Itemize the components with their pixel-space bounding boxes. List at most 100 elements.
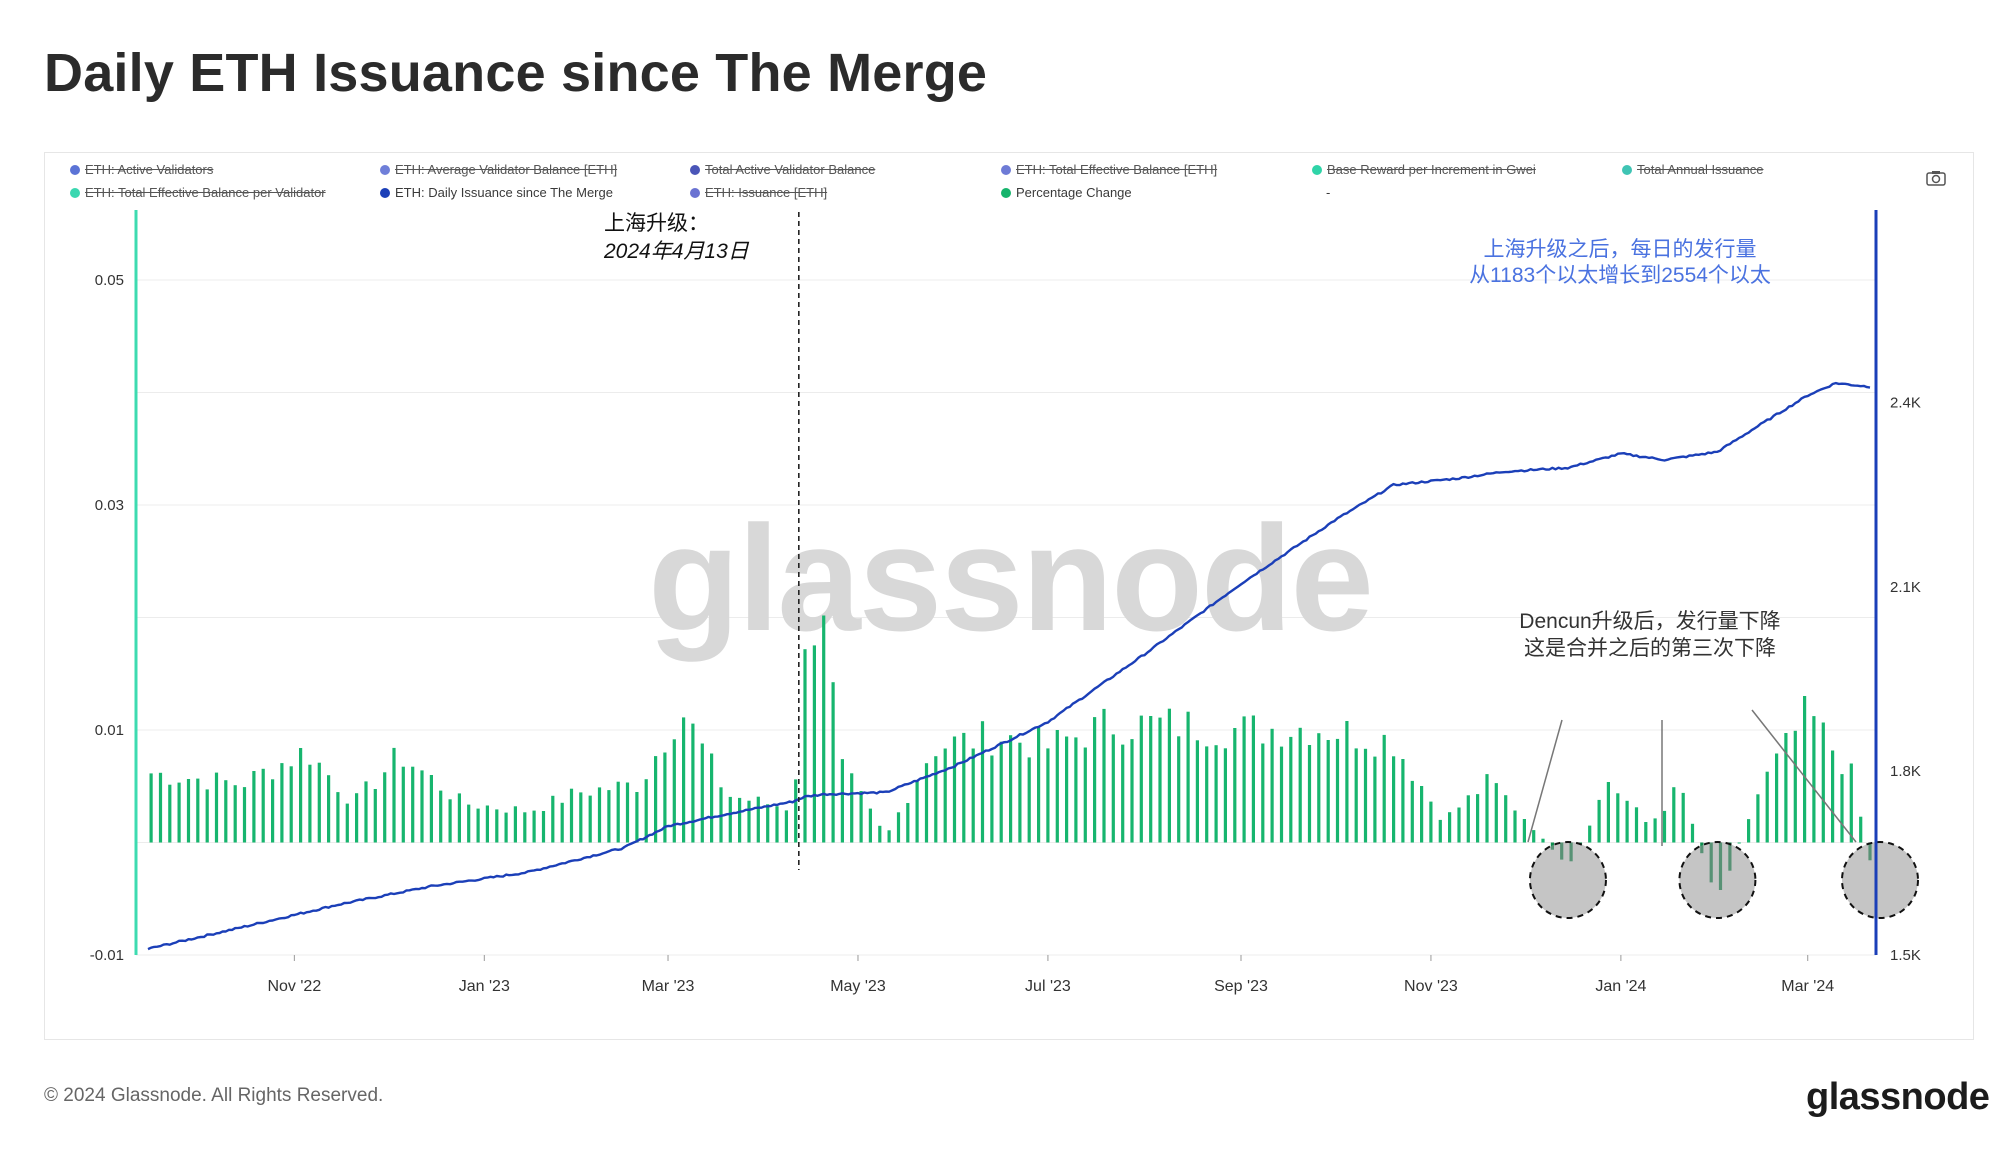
bar [205, 789, 209, 843]
legend-dot [690, 188, 700, 198]
bar [317, 762, 321, 843]
bar [691, 723, 695, 843]
bar [327, 775, 331, 843]
bar [1401, 759, 1405, 843]
legend-dot [1001, 188, 1011, 198]
bar [1167, 708, 1171, 843]
legend-item-active-validators[interactable]: ETH: Active Validators [70, 162, 213, 177]
bar [336, 792, 340, 843]
bar [1644, 822, 1648, 843]
legend-item-total-effective-balance[interactable]: ETH: Total Effective Balance [ETH] [1001, 162, 1217, 177]
bar [1177, 736, 1181, 843]
bar [1046, 748, 1050, 843]
highlight-circle [1841, 841, 1919, 919]
bar [1494, 783, 1498, 843]
y-tick-label-right: 1.8K [1890, 763, 1921, 780]
bar [831, 682, 835, 843]
x-tick-label: Sep '23 [1214, 978, 1268, 995]
bar [457, 793, 461, 843]
bar [1233, 728, 1237, 843]
legend-item-base-reward[interactable]: Base Reward per Increment in Gwei [1312, 162, 1536, 177]
bar [1037, 727, 1041, 843]
bar [252, 771, 256, 843]
bar [588, 795, 592, 843]
bar [513, 806, 517, 843]
legend-label: Total Annual Issuance [1637, 162, 1764, 177]
bar [943, 748, 947, 843]
bar [579, 792, 583, 843]
legend-label: - [1326, 185, 1331, 200]
bar [1859, 816, 1863, 843]
bar [476, 808, 480, 843]
bar [1588, 825, 1592, 843]
bar [1065, 736, 1069, 843]
legend-item-average-validator-balance[interactable]: ETH: Average Validator Balance [ETH] [380, 162, 617, 177]
bar [784, 810, 788, 843]
legend-item-total-active-validator-balance[interactable]: Total Active Validator Balance [690, 162, 875, 177]
legend-dot [1001, 165, 1011, 175]
page-title: Daily ETH Issuance since The Merge [44, 43, 988, 103]
bar [1625, 800, 1629, 843]
bar [149, 773, 153, 843]
highlight-circle [1678, 841, 1757, 919]
bar [1662, 810, 1667, 843]
bar [560, 802, 564, 843]
bar [392, 747, 396, 843]
bar [738, 797, 742, 843]
bar [607, 790, 611, 843]
highlight-circle [1528, 841, 1607, 919]
y-tick-label-right: 2.4K [1890, 395, 1921, 412]
bar-series [149, 615, 1872, 890]
bar [1513, 810, 1517, 843]
bar [177, 782, 181, 843]
bar [271, 779, 275, 843]
bar [663, 752, 667, 843]
bar [1775, 753, 1779, 843]
bar [1849, 763, 1853, 843]
legend-dot [1622, 165, 1632, 175]
bar [654, 756, 658, 843]
bar [1803, 696, 1807, 843]
bar [1093, 717, 1097, 843]
legend-item-total-annual-issuance[interactable]: Total Annual Issuance [1622, 162, 1763, 177]
bar [1448, 812, 1452, 843]
bar [682, 717, 686, 843]
legend-label: ETH: Active Validators [85, 162, 214, 177]
bar [1317, 733, 1321, 843]
bar [1018, 742, 1022, 843]
bar [196, 778, 200, 843]
pointer-line [1527, 719, 1563, 843]
legend-item-daily-issuance[interactable]: ETH: Daily Issuance since The Merge [380, 185, 613, 200]
bar [186, 779, 191, 843]
bar [1139, 715, 1143, 843]
legend-label: ETH: Average Validator Balance [ETH] [395, 162, 618, 177]
bar [355, 793, 359, 843]
bar [1672, 787, 1676, 843]
camera-icon[interactable] [1926, 170, 1946, 186]
bar [1382, 734, 1386, 843]
bar [756, 796, 760, 843]
bar [1149, 716, 1153, 843]
bar [541, 811, 546, 843]
bar [1251, 715, 1255, 843]
legend-item-issuance-eth[interactable]: ETH: Issuance [ETH] [690, 185, 827, 200]
bar [1756, 794, 1760, 843]
bar [233, 785, 237, 843]
bar [345, 803, 349, 843]
bar [1681, 792, 1685, 843]
bar [1541, 838, 1545, 843]
bar [971, 748, 975, 843]
legend-label: ETH: Issuance [ETH] [705, 185, 828, 200]
bar [523, 812, 527, 843]
bar [822, 615, 826, 843]
bar [158, 772, 163, 843]
bar [1522, 819, 1526, 843]
bar [1532, 830, 1536, 843]
legend-item-effective-balance-per-validator[interactable]: ETH: Total Effective Balance per Validat… [70, 185, 326, 200]
legend-item-percentage-change[interactable]: Percentage Change [1001, 185, 1132, 200]
bar [1616, 793, 1620, 843]
bar [1055, 730, 1059, 843]
bar [1737, 842, 1741, 844]
bar [1102, 708, 1106, 843]
bar [1270, 728, 1274, 843]
